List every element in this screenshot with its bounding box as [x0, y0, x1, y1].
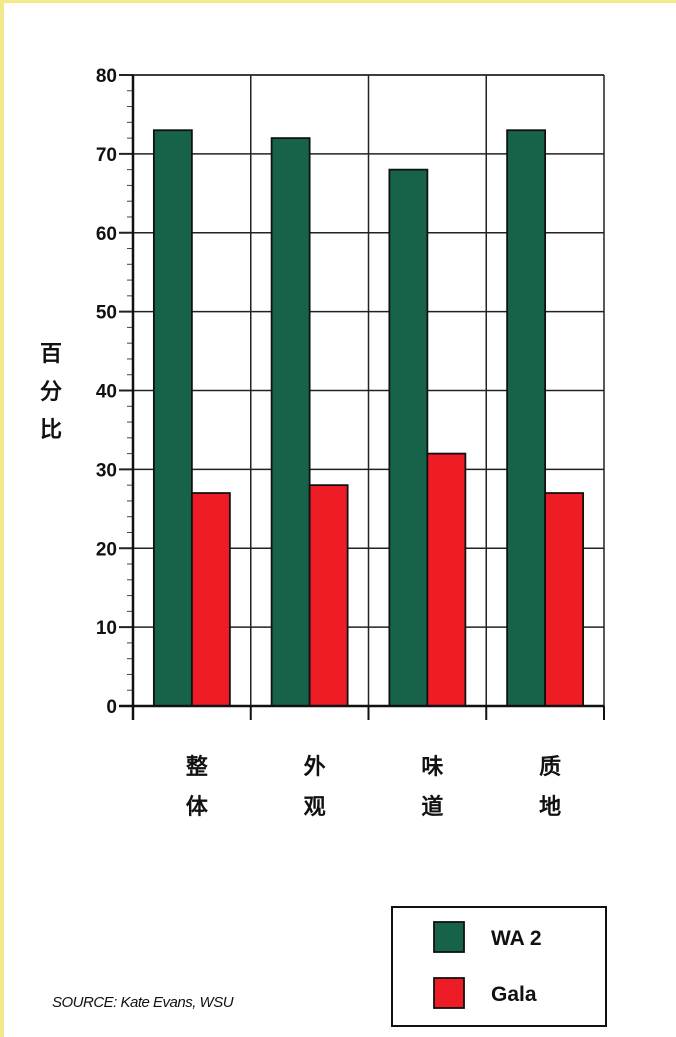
y-axis-label-char-1: 分 — [40, 380, 63, 405]
legend-box — [391, 906, 607, 1027]
y-axis-label-char-0: 百 — [40, 342, 63, 367]
y-axis-label-char-2: 比 — [40, 418, 63, 443]
axes — [119, 74, 605, 720]
y-tick-label: 40 — [96, 382, 117, 403]
x-tick-label-2-char-0: 味 — [421, 755, 443, 780]
legend: WA 2 Gala — [391, 906, 607, 1027]
bar-gala-2 — [426, 452, 467, 707]
x-tick-label-0-char-1: 体 — [186, 795, 209, 820]
bar-gala-0 — [190, 492, 231, 707]
legend-swatch-1 — [433, 977, 465, 1009]
bar-wa2-1 — [270, 137, 311, 707]
y-tick-labels: 0 10 20 30 40 50 60 70 80 — [96, 66, 117, 718]
x-tick-labels: 整体 外观 味道 质地 — [186, 754, 561, 820]
x-tick-label-3-char-1: 地 — [539, 795, 561, 820]
source-note: SOURCE: Kate Evans, WSU — [52, 994, 234, 1011]
legend-swatch-0 — [433, 921, 465, 953]
bars — [152, 129, 585, 707]
x-tick-label-1-char-0: 外 — [304, 754, 326, 780]
y-tick-label: 70 — [96, 145, 117, 166]
bar-wa2-2 — [388, 168, 429, 707]
y-tick-label: 50 — [96, 303, 117, 324]
x-tick-label-2-char-1: 道 — [421, 794, 443, 820]
y-tick-label: 0 — [106, 697, 117, 718]
bar-wa2-0 — [152, 129, 193, 707]
bar-gala-1 — [308, 484, 349, 707]
legend-label-1: Gala — [491, 983, 537, 1006]
x-tick-label-0-char-0: 整 — [186, 754, 208, 780]
x-tick-label-3-char-0: 质 — [539, 755, 561, 780]
bar-wa2-3 — [506, 129, 547, 707]
y-tick-label: 30 — [96, 460, 117, 481]
y-tick-label: 10 — [96, 618, 117, 639]
y-tick-label: 80 — [96, 66, 117, 87]
y-tick-label: 60 — [96, 224, 117, 245]
bar-gala-3 — [544, 492, 585, 707]
legend-label-0: WA 2 — [491, 927, 542, 950]
y-tick-label: 20 — [96, 539, 117, 560]
y-axis-label: 百分比 — [40, 336, 64, 450]
x-tick-label-1-char-1: 观 — [304, 795, 326, 820]
